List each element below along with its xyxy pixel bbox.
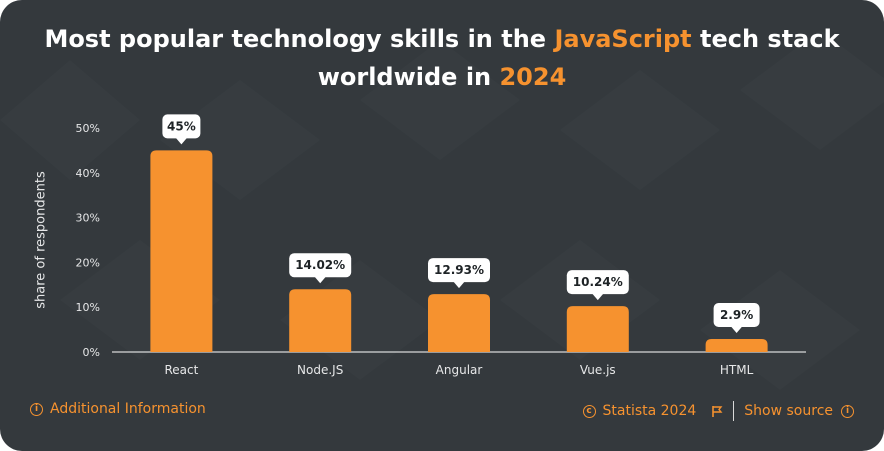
bar [566, 306, 629, 352]
x-tick-label: Angular [436, 363, 483, 377]
y-tick-label: 40% [76, 167, 100, 180]
chart-title: Most popular technology skills in the Ja… [40, 20, 844, 96]
bar [705, 339, 768, 352]
title-part3: worldwide in [317, 63, 500, 91]
data-label: 10.24% [573, 275, 623, 289]
footer-separator [733, 401, 735, 421]
data-label-pointer [730, 326, 743, 334]
data-label-bubble [428, 258, 490, 283]
data-label: 2.9% [720, 308, 753, 322]
data-label-pointer [175, 137, 188, 145]
data-label-bubble [713, 303, 760, 328]
bar [289, 289, 352, 352]
copyright-icon: c [582, 404, 596, 418]
data-label-pointer [314, 276, 327, 284]
data-label: 45% [167, 119, 196, 133]
additional-information-label: Additional Information [50, 401, 206, 417]
footer-right: c Statista 2024 Show source i [582, 401, 854, 421]
show-source-label: Show source [744, 403, 833, 419]
x-tick-label: HTML [720, 363, 754, 377]
data-label-bubble [289, 253, 352, 278]
data-label-pointer [591, 293, 604, 301]
info-icon: i [30, 402, 43, 416]
source-info-icon: i [841, 404, 854, 418]
data-label-pointer [453, 281, 465, 289]
y-tick-label: 20% [76, 256, 100, 269]
y-tick-label: 30% [76, 212, 100, 225]
copyright-label: Statista 2024 [602, 403, 697, 419]
title-part2: tech stack [691, 25, 840, 53]
x-tick-label: Node.JS [297, 363, 343, 377]
y-tick-label: 0% [83, 346, 100, 359]
y-tick-label: 50% [76, 122, 100, 135]
data-label: 12.93% [434, 263, 484, 277]
flag-icon[interactable] [711, 405, 723, 418]
statista-credit[interactable]: c Statista 2024 [582, 403, 724, 419]
title-part1: Most popular technology skills in the [44, 25, 555, 53]
title-highlight-year: 2024 [499, 63, 567, 91]
y-tick-label: 10% [76, 301, 100, 314]
title-highlight-javascript: JavaScript [554, 25, 692, 53]
x-tick-label: React [164, 363, 198, 377]
data-label-bubble [566, 270, 629, 295]
bar [428, 294, 490, 352]
show-source-link[interactable]: Show source i [744, 403, 854, 419]
additional-information-link[interactable]: i Additional Information [30, 401, 206, 417]
bar [150, 150, 213, 352]
data-label: 14.02% [295, 258, 345, 272]
data-label-bubble [162, 114, 201, 139]
x-tick-label: Vue.js [580, 363, 616, 377]
